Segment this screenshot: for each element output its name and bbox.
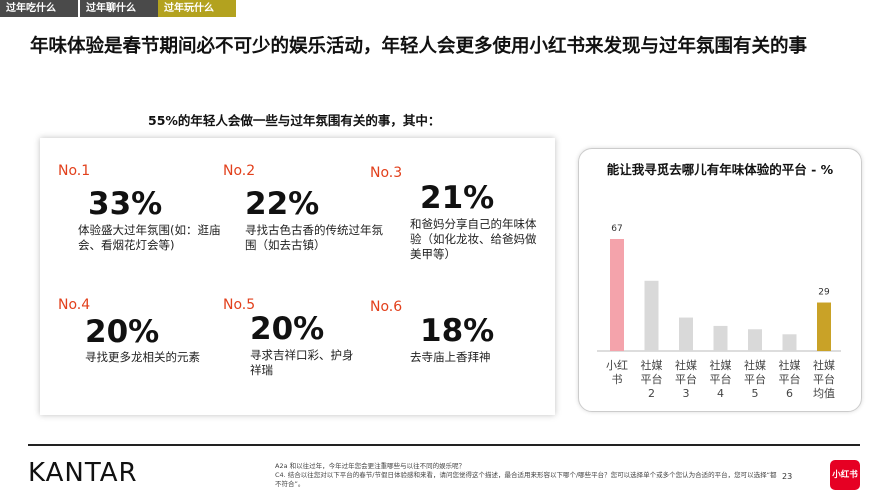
chart-title: 能让我寻觅去哪儿有年味体验的平台 - %	[607, 162, 834, 177]
bar	[610, 239, 624, 351]
value-label: 29	[818, 288, 830, 298]
page-number: 23	[782, 472, 793, 481]
percent: 20%	[85, 314, 160, 350]
note: A2a 和以往过年，今年过年您会更注重哪些与以往不同的娱乐呢？	[275, 462, 466, 470]
subtitle: 55%的年轻人会做一些与过年氛围有关的事，其中：	[148, 113, 441, 128]
tab-active[interactable]: 过年玩什么	[158, 0, 236, 17]
rank: No.5	[223, 297, 256, 313]
rank: No.2	[223, 163, 256, 179]
x-tick-label: 社媒平台 3	[675, 358, 697, 400]
bar	[713, 325, 728, 351]
item-text: 寻找古色古香的传统过年氛围（如去古镇）	[245, 223, 383, 252]
x-tick-label: 社媒平台 6	[779, 358, 801, 400]
bar	[782, 334, 797, 351]
item-text: 和爸妈分享自己的年味体验（如化龙妆、给爸妈做美甲等）	[410, 217, 537, 261]
tab[interactable]: 过年聊什么	[80, 0, 158, 17]
stats-panel	[40, 138, 555, 415]
bar	[644, 280, 659, 351]
x-tick-label: 社媒平台 2	[641, 358, 663, 400]
notes: A2a 和以往过年，今年过年您会更注重哪些与以往不同的娱乐呢？ C4. 结合以往…	[275, 462, 780, 489]
title: 年味体验是春节期间必不可少的娱乐活动，年轻人会更多使用小红书来发现与过年氛围有关…	[30, 36, 808, 57]
x-tick-label: 小红书	[606, 359, 628, 386]
x-tick-label: 社媒平台 4	[710, 358, 732, 400]
x-tick-label: 社媒平台 5	[744, 358, 766, 400]
rank: No.1	[58, 163, 91, 179]
item-text: 寻求吉祥口彩、护身祥瑞	[250, 348, 354, 377]
chart-panel: 能让我寻觅去哪儿有年味体验的平台 - % 67 小红书 社媒平台 2 社媒平台 3 社媒平台…	[578, 148, 862, 412]
item-text: 体验盛大过年氛围(如：逛庙会、看烟花灯会等)	[78, 223, 221, 252]
percent: 18%	[420, 313, 495, 349]
bar	[817, 302, 831, 351]
bar	[748, 329, 762, 351]
rank: No.4	[58, 297, 91, 313]
brand: KANTAR	[28, 458, 138, 488]
percent: 22%	[245, 186, 320, 222]
tab[interactable]: 过年吃什么	[0, 0, 78, 17]
note: C4. 结合以往您对以下平台的春节/节假日体验感和来看，请问您觉得这个描述，最合…	[275, 471, 777, 488]
percent: 20%	[250, 311, 325, 347]
rank: No.3	[370, 165, 403, 181]
rank: No.6	[370, 299, 403, 315]
percent: 33%	[88, 186, 163, 222]
item-text: 寻找更多龙相关的元素	[85, 350, 200, 364]
percent: 21%	[420, 180, 495, 216]
x-tick-label: 社媒平台均值	[813, 358, 835, 400]
value-label: 67	[611, 224, 622, 234]
logo: 小红书	[830, 460, 860, 490]
item-text: 去寺庙上香拜神	[410, 350, 491, 364]
bar	[679, 317, 693, 351]
footer-rule	[28, 444, 860, 446]
